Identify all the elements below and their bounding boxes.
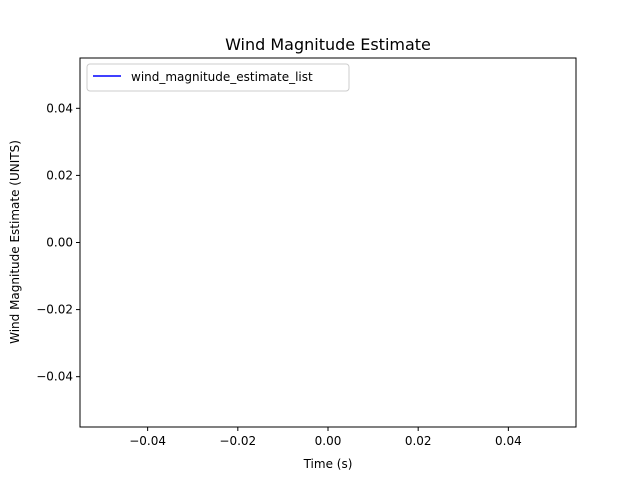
plot-area [79, 57, 577, 428]
chart-title: Wind Magnitude Estimate [225, 35, 431, 54]
y-tick-label: 0.02 [46, 168, 73, 182]
x-axis: −0.04 −0.02 0.00 0.02 0.04 [129, 427, 522, 448]
y-tick-label: −0.02 [36, 303, 73, 317]
x-tick-label: −0.04 [129, 434, 166, 448]
y-tick-label: 0.04 [46, 101, 73, 115]
y-axis-label: Wind Magnitude Estimate (UNITS) [8, 140, 22, 344]
x-tick-label: 0.04 [495, 434, 522, 448]
x-axis-label: Time (s) [303, 457, 353, 471]
legend-label: wind_magnitude_estimate_list [131, 70, 313, 84]
x-tick-label: 0.00 [315, 434, 342, 448]
x-tick-label: −0.02 [219, 434, 256, 448]
y-axis: −0.04 −0.02 0.00 0.02 0.04 [36, 101, 80, 384]
y-tick-label: 0.00 [46, 236, 73, 250]
y-tick-label: −0.04 [36, 370, 73, 384]
legend: wind_magnitude_estimate_list [86, 63, 350, 92]
x-tick-label: 0.02 [405, 434, 432, 448]
legend-box [86, 63, 350, 92]
